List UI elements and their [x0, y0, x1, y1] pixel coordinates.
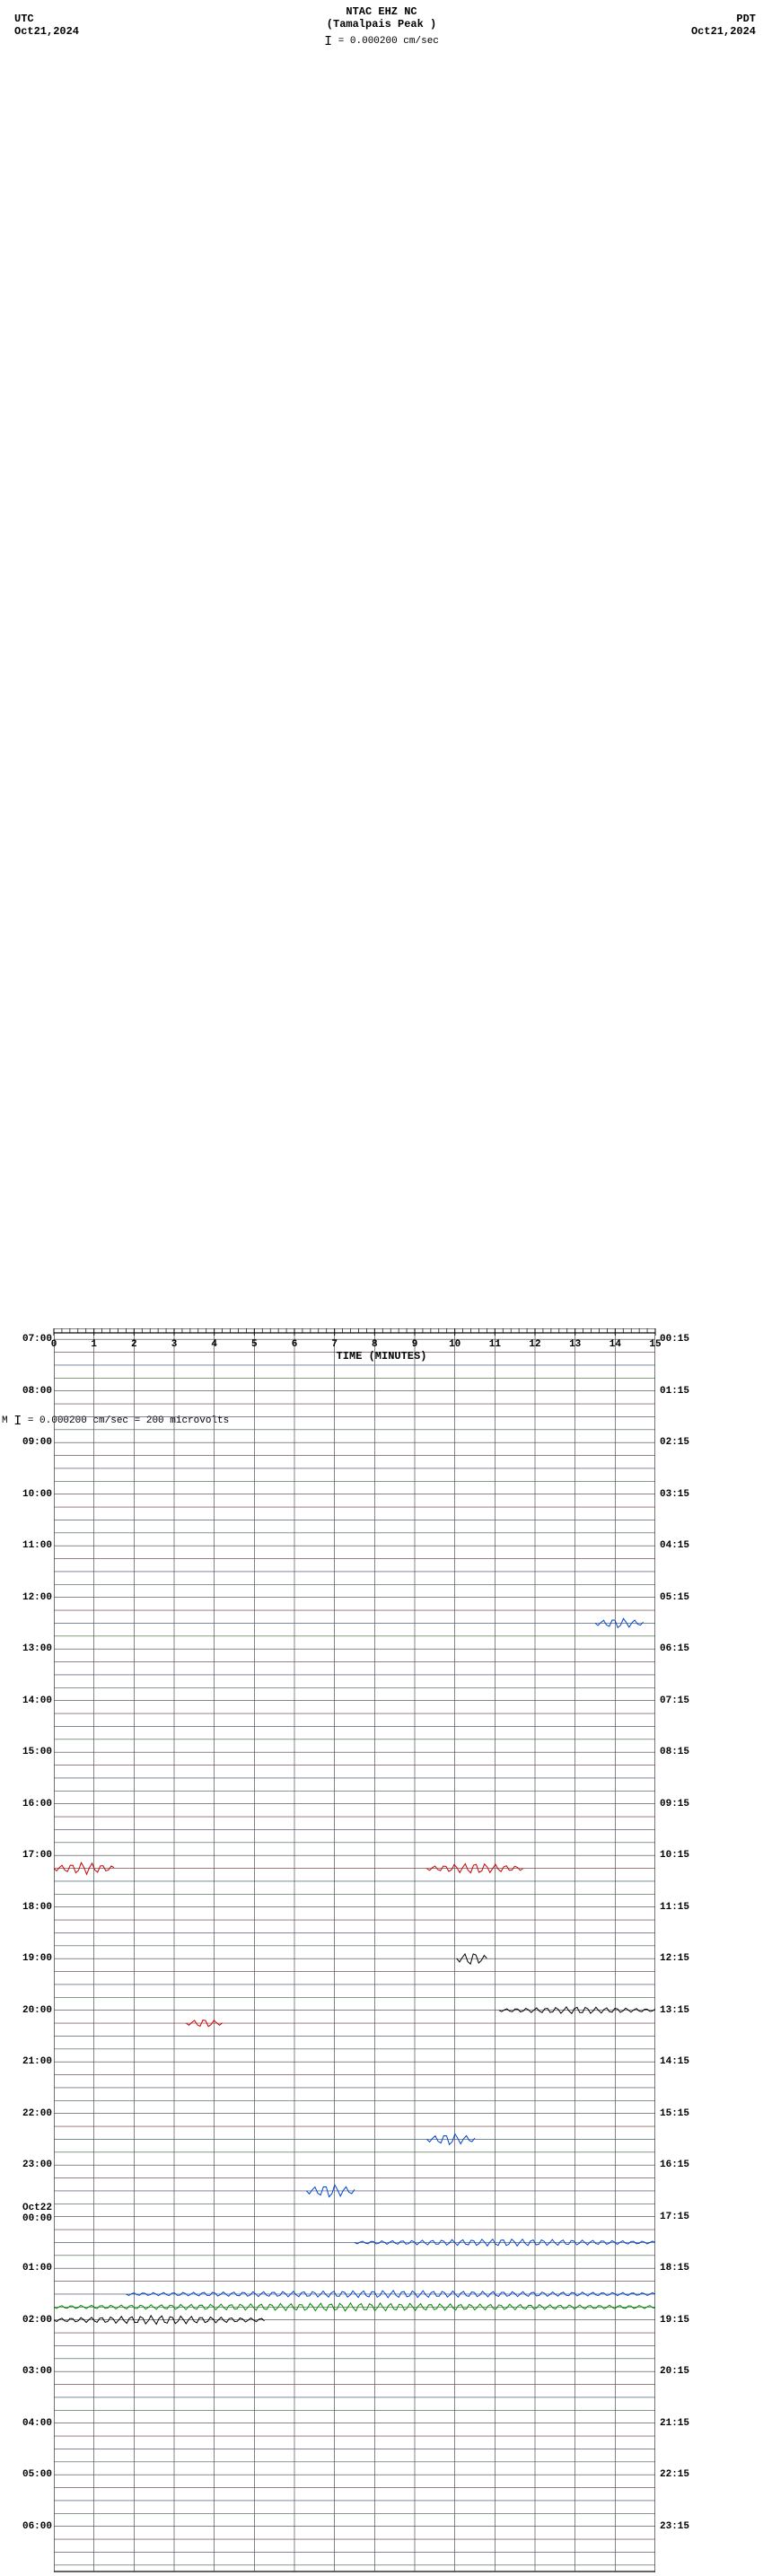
pdt-hour-label: 04:15	[660, 1540, 689, 1551]
x-axis-ticks: 0123456789101112131415	[0, 1328, 763, 1350]
pdt-hour-label: 16:15	[660, 2160, 689, 2170]
utc-hour-label: 12:00	[22, 1592, 52, 1603]
svg-text:12: 12	[529, 1339, 540, 1350]
utc-hour-label: 17:00	[22, 1850, 52, 1861]
utc-hour-label: 04:00	[22, 2418, 52, 2429]
svg-text:2: 2	[131, 1339, 137, 1350]
pdt-hour-label: 09:15	[660, 1799, 689, 1809]
svg-text:0: 0	[51, 1339, 57, 1350]
pdt-tz-label: PDT	[691, 13, 756, 25]
utc-hour-label: 18:00	[22, 1902, 52, 1913]
utc-hour-label: 09:00	[22, 1437, 52, 1448]
x-axis-label: TIME (MINUTES)	[337, 1350, 427, 1362]
pdt-date-label: Oct21,2024	[691, 25, 756, 38]
station-label: NTAC EHZ NC	[327, 5, 436, 18]
pdt-hour-label: 18:15	[660, 2263, 689, 2274]
svg-text:7: 7	[331, 1339, 338, 1350]
svg-text:14: 14	[610, 1339, 622, 1350]
pdt-hour-label: 20:15	[660, 2366, 689, 2377]
utc-hour-label: 15:00	[22, 1747, 52, 1757]
pdt-hour-label: 15:15	[660, 2108, 689, 2119]
utc-hour-label: 05:00	[22, 2469, 52, 2480]
pdt-hour-label: 07:15	[660, 1695, 689, 1706]
utc-hour-label: 22:00	[22, 2108, 52, 2119]
pdt-hour-label: 22:15	[660, 2469, 689, 2480]
pdt-hour-label: 06:15	[660, 1643, 689, 1654]
pdt-hour-label: 02:15	[660, 1437, 689, 1448]
svg-text:13: 13	[569, 1339, 582, 1350]
utc-hour-label: 10:00	[22, 1489, 52, 1500]
utc-tz-label: UTC	[14, 13, 79, 25]
utc-hour-label: 16:00	[22, 1799, 52, 1809]
utc-hour-label: 01:00	[22, 2263, 52, 2274]
utc-hour-label: 06:00	[22, 2521, 52, 2532]
header: UTC Oct21,2024 NTAC EHZ NC (Tamalpais Pe…	[0, 0, 763, 45]
helicorder-plot	[54, 1328, 655, 2576]
svg-text:5: 5	[251, 1339, 258, 1350]
utc-hour-label: 23:00	[22, 2160, 52, 2170]
pdt-hour-label: 13:15	[660, 2005, 689, 2016]
header-right: PDT Oct21,2024	[691, 13, 756, 38]
pdt-hour-label: 14:15	[660, 2056, 689, 2067]
header-center: NTAC EHZ NC (Tamalpais Peak )	[327, 5, 436, 31]
svg-text:3: 3	[171, 1339, 178, 1350]
pdt-hour-label: 08:15	[660, 1747, 689, 1757]
pdt-hour-label: 17:15	[660, 2212, 689, 2222]
utc-hour-label: 21:00	[22, 2056, 52, 2067]
svg-text:15: 15	[649, 1339, 662, 1350]
location-label: (Tamalpais Peak )	[327, 18, 436, 31]
svg-text:9: 9	[412, 1339, 418, 1350]
plot-area: 07:0008:0009:0010:0011:0012:0013:0014:00…	[0, 1328, 763, 1369]
svg-text:6: 6	[292, 1339, 298, 1350]
pdt-hour-label: 23:15	[660, 2521, 689, 2532]
utc-hour-label: 20:00	[22, 2005, 52, 2016]
scale-indicator: I = 0.000200 cm/sec	[324, 34, 439, 49]
scale-text: = 0.000200 cm/sec	[332, 36, 439, 47]
pdt-hour-label: 05:15	[660, 1592, 689, 1603]
svg-text:4: 4	[211, 1339, 217, 1350]
svg-text:11: 11	[489, 1339, 502, 1350]
footer-prefix: M	[2, 1415, 13, 1426]
header-left: UTC Oct21,2024	[14, 13, 79, 38]
svg-text:1: 1	[91, 1339, 97, 1350]
pdt-hour-label: 21:15	[660, 2418, 689, 2429]
pdt-hour-label: 01:15	[660, 1386, 689, 1397]
utc-hour-label: 19:00	[22, 1953, 52, 1964]
utc-hour-label: 02:00	[22, 2315, 52, 2326]
utc-hour-label: 08:00	[22, 1386, 52, 1397]
pdt-hour-label: 10:15	[660, 1850, 689, 1861]
pdt-hour-label: 11:15	[660, 1902, 689, 1913]
utc-hour-label: 14:00	[22, 1695, 52, 1706]
utc-day-change-label: Oct2200:00	[22, 2203, 52, 2224]
svg-text:10: 10	[449, 1339, 460, 1350]
utc-hour-label: 11:00	[22, 1540, 52, 1551]
utc-date-label: Oct21,2024	[14, 25, 79, 38]
pdt-hour-label: 12:15	[660, 1953, 689, 1964]
x-axis: 0123456789101112131415 TIME (MINUTES)	[0, 1328, 763, 1369]
scale-ibar-icon: I	[324, 34, 332, 49]
pdt-hour-label: 03:15	[660, 1489, 689, 1500]
utc-hour-label: 03:00	[22, 2366, 52, 2377]
utc-hour-label: 13:00	[22, 1643, 52, 1654]
svg-text:8: 8	[372, 1339, 378, 1350]
pdt-hour-label: 19:15	[660, 2315, 689, 2326]
